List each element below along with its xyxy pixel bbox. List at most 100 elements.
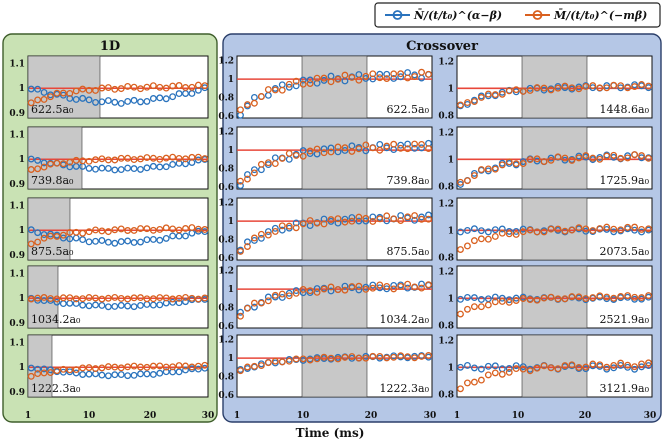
marker-m — [92, 294, 99, 302]
marker-n — [85, 238, 93, 246]
marker-n — [638, 363, 646, 371]
legend: N̄/(t/t₀)^(α−β) M̄/(t/t₀)^(−mβ) — [374, 2, 661, 28]
marker-m — [175, 82, 183, 89]
marker-m — [250, 99, 258, 107]
marker-m — [425, 281, 432, 289]
marker-m — [533, 84, 541, 92]
marker-n — [355, 286, 363, 294]
marker-m — [512, 231, 520, 238]
marker-m — [124, 82, 132, 90]
marker-n — [149, 95, 157, 102]
marker-m — [624, 361, 632, 369]
marker-m — [383, 212, 391, 220]
marker-n — [477, 365, 485, 373]
y-tick: 1.2 — [218, 336, 234, 346]
marker-m — [631, 293, 639, 301]
y-tick: 0.8 — [218, 94, 234, 104]
marker-m — [505, 87, 513, 95]
x-tick: 30 — [644, 411, 657, 421]
marker-n — [341, 282, 349, 290]
y-tick: 1.2 — [438, 267, 454, 277]
marker-m — [526, 367, 534, 375]
panel-0: 1.1 1 0.9 622.5a₀ — [9, 55, 209, 119]
marker-m — [243, 243, 251, 250]
marker-m — [327, 78, 335, 86]
marker-m — [390, 70, 398, 78]
marker-m — [610, 151, 618, 159]
marker-m — [34, 370, 42, 378]
marker-m — [27, 99, 35, 107]
panel-label: 2073.5a₀ — [600, 245, 650, 258]
x-tick: 10 — [512, 411, 525, 421]
fit-window-shade — [301, 55, 368, 119]
marker-m — [79, 295, 87, 303]
marker-m — [369, 144, 377, 152]
marker-m — [512, 365, 520, 373]
marker-n — [137, 165, 144, 173]
marker-n — [169, 160, 177, 168]
y-tick: 0.8 — [438, 111, 454, 121]
marker-m — [348, 147, 356, 155]
marker-m — [418, 68, 426, 76]
marker-m — [355, 354, 363, 362]
marker-n — [124, 97, 132, 105]
marker-m — [182, 84, 189, 91]
marker-m — [201, 82, 209, 90]
marker-n — [104, 303, 112, 311]
marker-m — [111, 226, 119, 234]
marker-n — [512, 227, 520, 235]
marker-m — [169, 295, 177, 303]
marker-n — [149, 301, 157, 309]
marker-m — [390, 353, 398, 361]
marker-n — [79, 301, 87, 309]
panel-label: 3121.9a₀ — [600, 382, 650, 395]
marker-n — [512, 362, 520, 370]
y-tick: 1 — [228, 285, 234, 295]
marker-n — [34, 365, 42, 373]
marker-m — [72, 228, 80, 236]
panel-10: 1.2 1 0.8 1448.6a₀ — [438, 55, 653, 121]
marker-n — [457, 363, 464, 371]
x-tick: 30 — [202, 411, 215, 421]
marker-m — [457, 178, 464, 186]
marker-n — [72, 96, 80, 103]
marker-m — [85, 157, 93, 165]
marker-n — [156, 301, 164, 309]
marker-m — [306, 217, 314, 225]
marker-m — [425, 70, 432, 78]
marker-m — [526, 87, 534, 94]
marker-m — [540, 228, 548, 236]
y-tick: 1 — [228, 354, 234, 364]
marker-m — [603, 84, 611, 92]
marker-m — [278, 358, 286, 366]
marker-m — [53, 233, 61, 240]
marker-n — [92, 301, 99, 309]
marker-m — [271, 357, 279, 365]
marker-m — [404, 353, 412, 361]
marker-m — [526, 226, 534, 234]
y-tick: 1.1 — [9, 269, 25, 279]
fit-window-shade — [27, 55, 101, 119]
marker-n — [292, 287, 300, 295]
marker-m — [491, 369, 499, 377]
marker-n — [237, 182, 244, 190]
marker-m — [484, 371, 492, 379]
marker-m — [457, 246, 464, 253]
panel-5: 1.2 1 0.8 0.6 622.5a₀ — [218, 55, 433, 122]
marker-n — [66, 163, 74, 171]
marker-n — [27, 155, 35, 163]
marker-m — [162, 363, 170, 371]
marker-m — [271, 227, 279, 235]
marker-m — [512, 160, 520, 168]
marker-m — [59, 294, 67, 302]
marker-m — [175, 226, 183, 234]
marker-n — [457, 181, 464, 188]
marker-n — [526, 84, 534, 92]
marker-m — [320, 220, 328, 228]
marker-m — [257, 160, 265, 168]
marker-n — [610, 228, 618, 236]
marker-n — [85, 370, 93, 378]
marker-n — [463, 227, 471, 234]
marker-m — [369, 70, 377, 78]
marker-n — [117, 371, 125, 379]
